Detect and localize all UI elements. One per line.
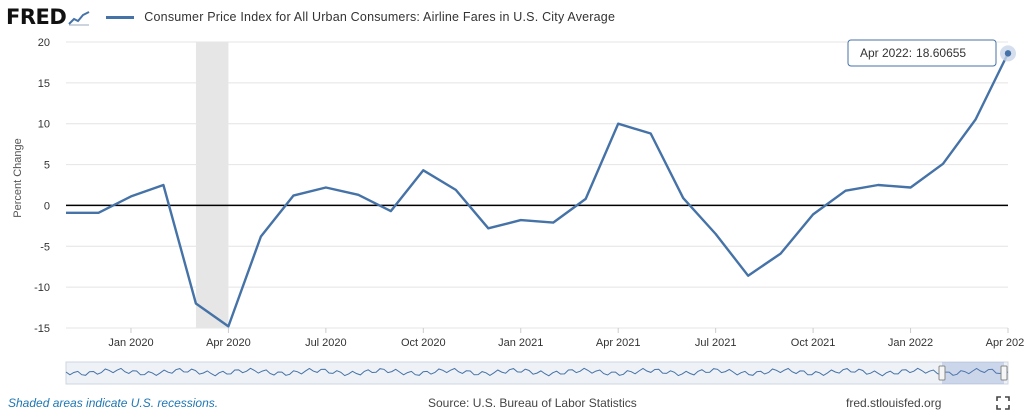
series-line (66, 52, 1010, 328)
navigator-handle[interactable] (938, 365, 946, 381)
y-tick-label: 10 (38, 119, 50, 131)
data-point[interactable] (129, 194, 133, 198)
y-axis-label: Percent Change (12, 138, 24, 218)
x-tick-label: Jul 2021 (695, 337, 737, 349)
data-point[interactable] (941, 162, 945, 166)
recession-note: Shaded areas indicate U.S. recessions. (8, 396, 219, 410)
x-tick-label: Jul 2020 (305, 337, 347, 349)
y-tick-label: -10 (34, 282, 50, 294)
navigator-handle[interactable] (1000, 365, 1008, 381)
data-point[interactable] (356, 193, 360, 197)
data-point[interactable] (161, 183, 165, 187)
data-point[interactable] (876, 183, 880, 187)
data-point[interactable] (714, 232, 718, 236)
data-point[interactable] (779, 252, 783, 256)
x-tick-label: Jan 2020 (108, 337, 153, 349)
data-point[interactable] (96, 211, 100, 215)
data-point[interactable] (1004, 50, 1012, 57)
recession-shading (195, 42, 229, 328)
x-tick-label: Oct 2021 (791, 337, 836, 349)
tooltip-text: Apr 2022: 18.60655 (860, 46, 966, 60)
data-point[interactable] (389, 209, 393, 213)
data-point[interactable] (454, 188, 458, 192)
x-tick-label: Apr 2021 (596, 337, 641, 349)
data-point[interactable] (324, 185, 328, 189)
data-point[interactable] (584, 197, 588, 201)
y-tick-label: -15 (34, 323, 50, 335)
chart-header: FRED Consumer Price Index for All Urban … (6, 4, 615, 30)
data-point[interactable] (746, 274, 750, 278)
x-tick-label: Jan 2021 (498, 337, 543, 349)
data-tooltip: Apr 2022: 18.60655 (847, 39, 997, 67)
y-tick-label: 0 (44, 200, 50, 212)
series-points (64, 45, 1016, 328)
x-tick-label: Apr 2020 (206, 337, 251, 349)
line-chart: 20 15 10 5 0 -5 -10 -15 Jan 2020 Apr 2020 Jul 202… (12, 37, 1024, 385)
fred-trend-icon (68, 11, 90, 26)
data-point[interactable] (649, 132, 653, 136)
data-point[interactable] (681, 196, 685, 200)
x-tick-label: Jan 2022 (888, 337, 933, 349)
legend-swatch (106, 15, 135, 19)
y-tick-label: 5 (44, 160, 50, 172)
fred-logo: FRED (6, 5, 67, 29)
data-point[interactable] (909, 185, 913, 189)
tooltip-value: 18.60655 (916, 46, 966, 60)
data-point[interactable] (616, 122, 620, 126)
x-tick-label: Apr 2022 (986, 337, 1024, 349)
data-point[interactable] (551, 221, 555, 225)
data-point[interactable] (519, 218, 523, 222)
tooltip-box (847, 39, 997, 67)
y-tick-label: 15 (38, 78, 50, 90)
data-point[interactable] (421, 168, 425, 172)
expand-icon[interactable] (996, 396, 1010, 410)
data-point[interactable] (194, 301, 198, 305)
x-tick-labels: Jan 2020 Apr 2020 Jul 2020 Oct 2020 Jan 2021… (108, 328, 1024, 349)
site-link[interactable]: fred.stlouisfed.org (846, 396, 942, 410)
data-point[interactable] (844, 189, 848, 193)
data-point[interactable] (974, 118, 978, 122)
data-source: Source: U.S. Bureau of Labor Statistics (428, 396, 637, 410)
range-navigator[interactable] (65, 361, 1009, 385)
data-point[interactable] (811, 212, 815, 216)
data-point[interactable] (291, 194, 295, 198)
y-tick-labels: 20 15 10 5 0 -5 -10 -15 (34, 37, 50, 335)
navigator-series (65, 367, 1009, 377)
data-point[interactable] (226, 324, 230, 328)
x-tick-label: Oct 2020 (401, 337, 446, 349)
data-point[interactable] (64, 211, 68, 215)
data-point[interactable] (486, 226, 490, 230)
navigator-window[interactable] (942, 362, 1004, 384)
tooltip-label: Apr 2022: (860, 46, 912, 60)
data-point[interactable] (259, 234, 263, 238)
y-tick-label: 20 (38, 37, 50, 49)
legend-series-title: Consumer Price Index for All Urban Consu… (144, 10, 616, 24)
y-tick-label: -5 (40, 241, 50, 253)
